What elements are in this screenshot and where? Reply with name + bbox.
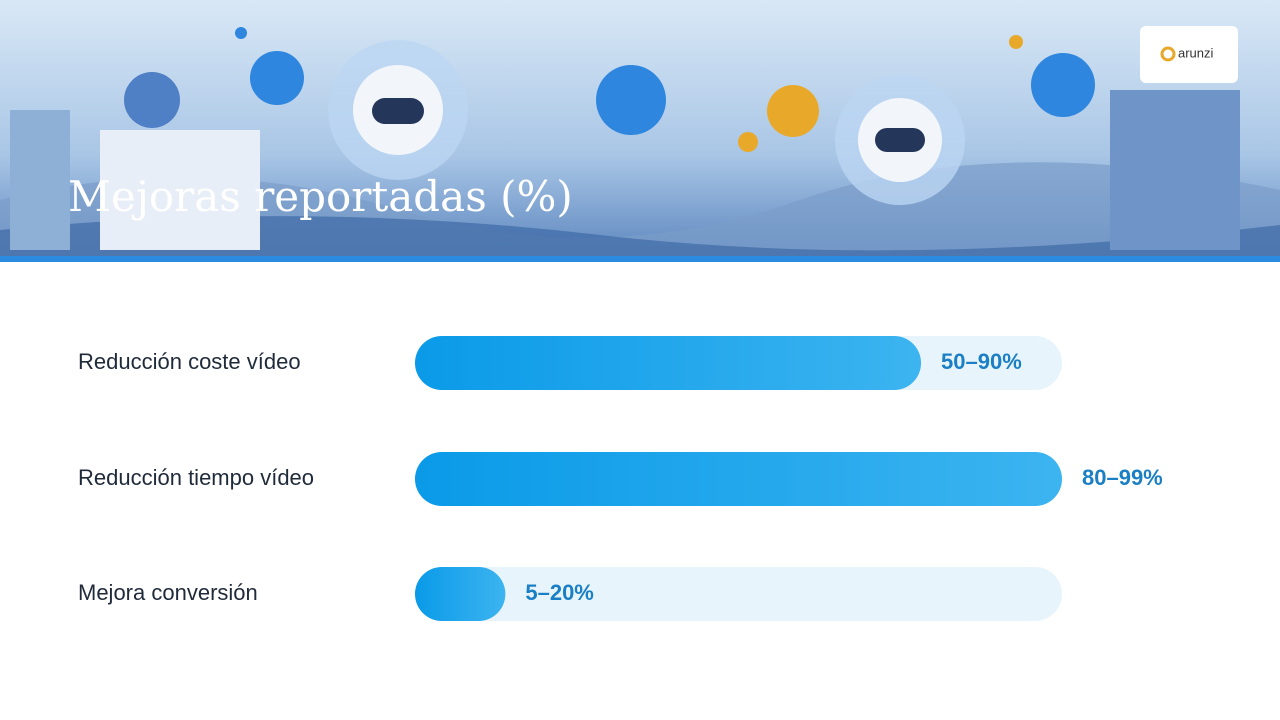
bar bbox=[415, 567, 506, 621]
value-label: 50–90% bbox=[941, 349, 1022, 374]
bar bbox=[415, 336, 922, 390]
header-banner bbox=[0, 0, 1280, 262]
category-label: Reducción coste vídeo bbox=[78, 349, 301, 374]
logo-text: arunzi bbox=[1178, 45, 1214, 60]
category-label: Reducción tiempo vídeo bbox=[78, 465, 314, 490]
logo-box bbox=[1140, 26, 1238, 83]
bar bbox=[415, 452, 1062, 506]
value-label: 5–20% bbox=[525, 580, 594, 605]
logo-icon bbox=[1160, 46, 1176, 62]
category-label: Mejora conversión bbox=[78, 580, 258, 605]
bar-track bbox=[415, 567, 1062, 621]
value-label: 80–99% bbox=[1082, 465, 1163, 490]
chart-title: Mejoras reportadas (%) bbox=[68, 172, 573, 221]
